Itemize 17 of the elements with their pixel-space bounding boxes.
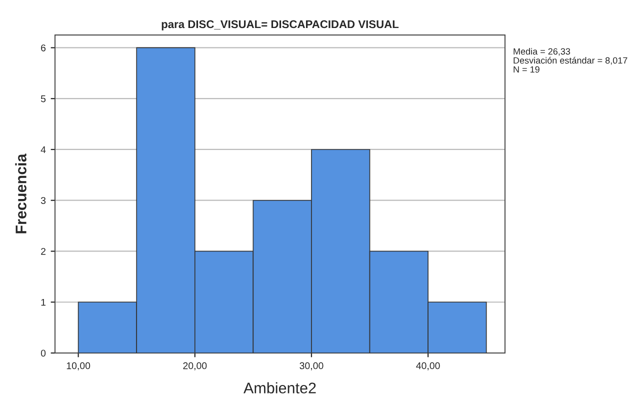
- x-tick-label: 20,00: [183, 362, 207, 370]
- chart-title: para DISC_VISUAL= DISCAPACIDAD VISUAL: [162, 20, 399, 30]
- text: N = 19: [514, 66, 540, 73]
- y-tick-label: 4: [40, 146, 46, 154]
- y-tick-label: 3: [40, 197, 46, 204]
- text: Media = 26,33: [514, 48, 570, 56]
- x-tick-label: 40,00: [416, 362, 440, 370]
- y-axis-title: Frecuencia: [15, 154, 26, 234]
- y-tick-label: 5: [40, 95, 46, 102]
- y-tick-label: 1: [41, 298, 46, 306]
- y-tick-label: 0: [40, 350, 46, 357]
- y-tick-label: 6: [41, 44, 46, 52]
- y-tick-label: 2: [41, 248, 46, 255]
- x-tick-label: 30,00: [300, 362, 324, 370]
- x-axis-title: Ambiente2: [244, 382, 316, 394]
- text: Desviación estándar = 8,017: [514, 56, 628, 65]
- x-tick-label: 10,00: [66, 362, 90, 370]
